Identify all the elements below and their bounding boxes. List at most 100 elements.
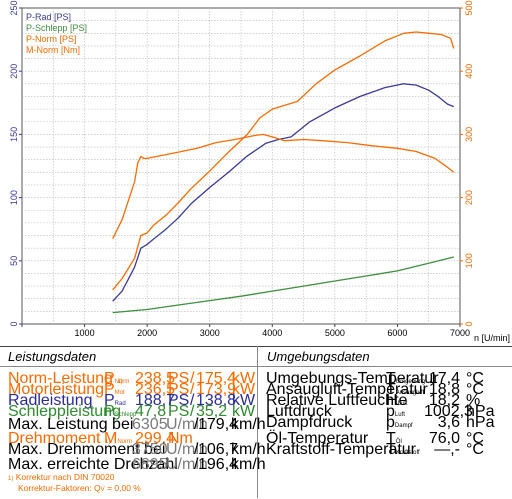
umgebung-row-symbol-letter: T — [386, 430, 396, 447]
x-tick-label: 3000 — [200, 328, 220, 338]
umgebung-row-symbol: TÖl — [386, 430, 402, 448]
y-right-tick-label: 100 — [464, 253, 474, 268]
series-line-3 — [112, 31, 455, 291]
umgebung-row-label: Öl-Temperatur — [266, 430, 369, 447]
y-left-tick-label: 50 — [9, 256, 19, 266]
umgebung-row-label: Ansaugluft-Temperatur — [266, 381, 428, 398]
x-axis-label: n [U/min] — [474, 333, 510, 343]
max-drehzahl-kmh-unit: km/h — [231, 456, 266, 473]
max-drehzahl-slash: / — [194, 456, 199, 473]
umgebung-row-symbol: pLuft — [386, 403, 405, 421]
schlepp-kw-value: 35,2 — [196, 403, 228, 420]
dyno-chart: 0 50 100 150 200 250 0 100 200 300 400 500 1000 200… — [9, 0, 510, 343]
series-line-2 — [112, 256, 454, 314]
data-table — [0, 346, 512, 499]
max-drehmoment-kmh-unit: km/h — [231, 441, 266, 458]
korrektur-factors-value: = 0,00 % — [107, 483, 141, 493]
umgebung-row-unit: °C — [466, 370, 484, 387]
legend-entry-3: P-Norm [PS] — [26, 34, 77, 44]
motor-slash: / — [190, 381, 195, 398]
umgebung-row-value: 76,0 — [428, 430, 460, 447]
norm-slash: / — [190, 370, 195, 387]
legend-entry-4: M-Norm [Nm] — [26, 45, 80, 55]
max-drehmoment-slash: / — [194, 441, 199, 458]
umgebung-row-symbol: pDampf — [386, 414, 413, 432]
y-right-tick-label: 400 — [464, 64, 474, 79]
umgebung-row-symbol-letter: p — [386, 403, 395, 420]
schlepp-symbol: PSchlepp — [104, 403, 136, 421]
umgebung-row-symbol: TKraftstoff — [386, 441, 420, 459]
umgebung-row-value: —,- — [434, 441, 460, 458]
umgebung-row-symbol-letter: T — [386, 441, 396, 458]
umgebung-row-symbol-letter: T — [386, 381, 396, 398]
umgebung-row-label: Luftdruck — [266, 403, 332, 420]
x-tick-label: 6000 — [387, 328, 407, 338]
x-tick-label: 4000 — [262, 328, 282, 338]
max-leistung-rpm: 6305 — [132, 416, 168, 433]
umgebung-row-unit: hPa — [466, 414, 495, 431]
rad-kw-unit: kW — [232, 392, 256, 409]
drehmoment-footnote: 1) — [104, 439, 111, 445]
drehmoment-unit: Nm — [168, 430, 193, 447]
drehmoment-label: Drehmoment — [8, 430, 101, 447]
y-left-tick-label: 200 — [9, 64, 19, 79]
korrektur-factors-prefix: Korrektur-Faktoren: Q — [18, 483, 101, 493]
umgebung-row-label: Dampfdruck — [266, 414, 353, 431]
rad-symbol-sub: Rad — [114, 401, 126, 407]
max-drehmoment-rpm: 3750 — [132, 441, 168, 458]
umgebung-row-symbol-sub: Dampf — [394, 423, 413, 429]
umgebung-row-symbol: TUmgebung — [386, 370, 425, 388]
umgebung-row-value: 17,4 — [428, 370, 460, 387]
schlepp-symbol-letter: P — [104, 403, 115, 420]
umgebung-row-unit: °C — [466, 381, 484, 398]
max-drehzahl-rpm-unit: U/min — [166, 456, 208, 473]
legend-entry-1: P-Rad [PS] — [26, 12, 71, 22]
schlepp-ps-unit: PS — [168, 403, 190, 420]
drehmoment-symbol: MNorm — [104, 430, 132, 448]
max-drehmoment-rpm-unit: U/min — [166, 441, 208, 458]
korrektur-line1: Korrektur nach DIN 70020 — [15, 472, 115, 482]
motor-ps-unit: PS — [168, 381, 190, 398]
umgebung-title: Umgebungsdaten — [267, 349, 370, 364]
umgebung-row-symbol-letter: T — [386, 370, 396, 387]
umgebung-row-symbol-sub: Kraftstoff — [395, 450, 420, 456]
umgebung-row-unit: % — [466, 392, 481, 409]
umgebung-row-unit: °C — [466, 441, 484, 458]
umgebung-row-value: 3,6 — [437, 414, 460, 431]
x-tick-label: 1000 — [75, 328, 95, 338]
norm-ps-unit: PS — [168, 370, 190, 387]
max-leistung-kmh: 179,4 — [198, 416, 239, 433]
umgebung-row-symbol-sub: Öl — [395, 439, 402, 445]
rad-ps-unit: PS — [168, 392, 190, 409]
norm-leistung-label: Norm-Leistung — [8, 370, 113, 387]
y-right-tick-label: 300 — [464, 127, 474, 142]
legend: P-Rad [PS]P-Schlepp [PS]P-Norm [PS]M-Nor… — [26, 12, 87, 55]
korrektur-factors: Korrektur-Faktoren: QV = 0,00 % — [18, 483, 141, 493]
norm-symbol-sub: Norm — [114, 379, 130, 385]
y-left-tick-label: 0 — [9, 321, 19, 326]
korrektur-footnote: 1) — [8, 476, 14, 482]
schlepp-leistung-label: Schleppleistung — [8, 403, 121, 420]
y-left-tick-label: 100 — [9, 190, 19, 205]
axis-right: 0 100 200 300 400 500 — [460, 0, 474, 327]
max-leistung-rpm-unit: U/min — [166, 416, 208, 433]
grid — [22, 8, 460, 324]
umgebung-row-symbol-sub: Luft — [394, 412, 405, 418]
motor-kw-unit: kW — [232, 381, 256, 398]
schlepp-symbol-sub: Schlepp — [114, 412, 137, 418]
norm-symbol-letter: P — [104, 370, 115, 387]
drehmoment-row: Drehmoment 1) — [8, 430, 110, 448]
leistung-title-rule — [0, 366, 257, 367]
drehmoment-symbol-letter: M — [104, 430, 118, 447]
table-divider — [257, 346, 258, 498]
motor-symbol-sub: Mot — [114, 390, 125, 396]
x-tick-label: 7000 — [450, 328, 470, 338]
series-line-4 — [112, 133, 455, 239]
umgebung-row-unit: hPa — [466, 403, 495, 420]
max-leistung-label: Max. Leistung bei — [8, 416, 134, 433]
umgebung-row-symbol-letter: H — [386, 392, 398, 409]
motor-leistung-label: Motorleistung — [8, 381, 105, 398]
y-left-tick-label: 250 — [9, 0, 19, 15]
x-tick-label: 2000 — [137, 328, 157, 338]
umgebung-row-value: 18,2 — [428, 392, 460, 409]
